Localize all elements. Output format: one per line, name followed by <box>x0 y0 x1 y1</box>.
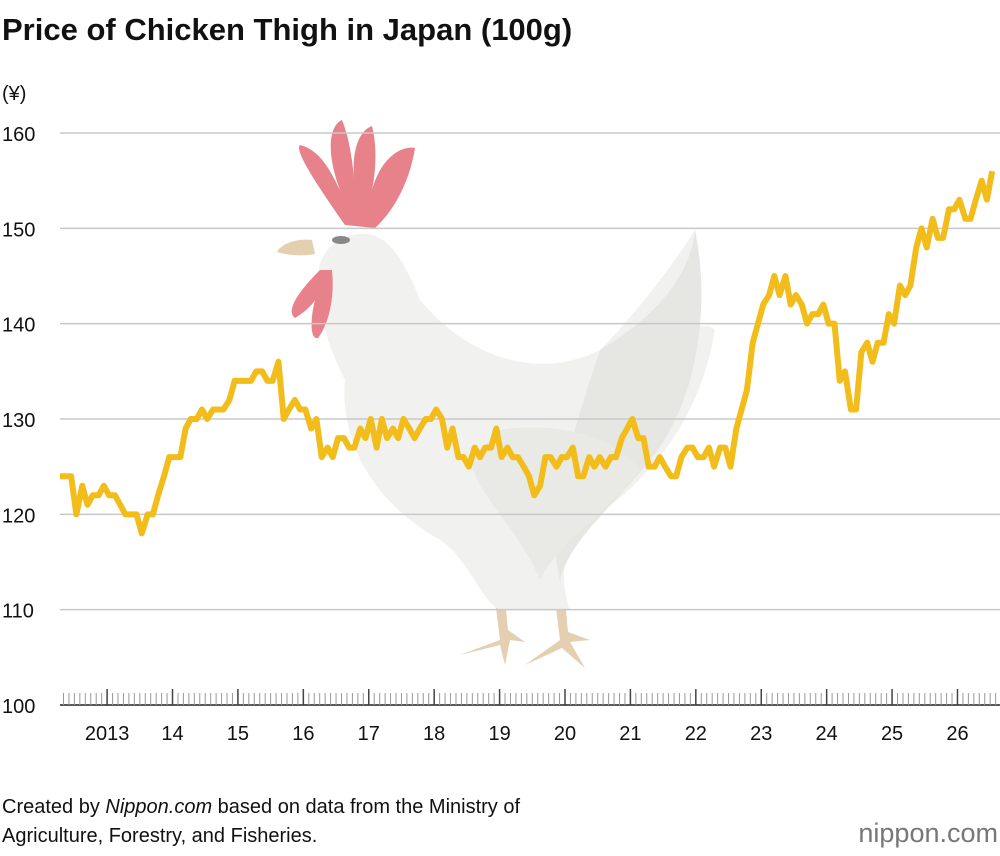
y-tick-label: 120 <box>2 505 35 527</box>
x-tick-label: 2013 <box>85 723 130 745</box>
x-tick-label: 19 <box>488 723 510 745</box>
x-tick-label: 24 <box>816 723 838 745</box>
x-tick-label: 23 <box>750 723 772 745</box>
source: Created by Nippon.com based on data from… <box>2 796 520 818</box>
price-line <box>60 170 996 537</box>
source-part: Created by <box>2 796 105 818</box>
y-unit: (¥) <box>2 83 26 105</box>
x-tick-label: 16 <box>292 723 314 745</box>
x-tick-label: 20 <box>554 723 576 745</box>
x-tick-label: 14 <box>161 723 183 745</box>
x-tick-label: 18 <box>423 723 445 745</box>
y-tick-label: 160 <box>2 124 35 146</box>
chart-title: Price of Chicken Thigh in Japan (100g) <box>2 12 572 47</box>
y-tick-label: 140 <box>2 315 35 337</box>
source-part: Nippon.com <box>105 796 212 818</box>
x-tick-label: 26 <box>946 723 968 745</box>
x-tick-label: 21 <box>619 723 641 745</box>
y-tick-label: 130 <box>2 410 35 432</box>
rooster-illustration <box>277 120 715 668</box>
x-tick-label: 22 <box>685 723 707 745</box>
y-tick-label: 150 <box>2 219 35 241</box>
x-tick-label: 17 <box>358 723 380 745</box>
source: Agriculture, Forestry, and Fisheries. <box>2 825 317 847</box>
y-tick-label: 100 <box>2 696 35 718</box>
source-part: based on data from the Ministry of <box>212 796 520 818</box>
x-tick-label: 15 <box>227 723 249 745</box>
y-tick-label: 110 <box>2 601 34 623</box>
axes <box>60 132 1000 706</box>
x-tick-label: 25 <box>881 723 903 745</box>
marks <box>60 170 996 537</box>
logo: nippon.com <box>858 818 998 848</box>
